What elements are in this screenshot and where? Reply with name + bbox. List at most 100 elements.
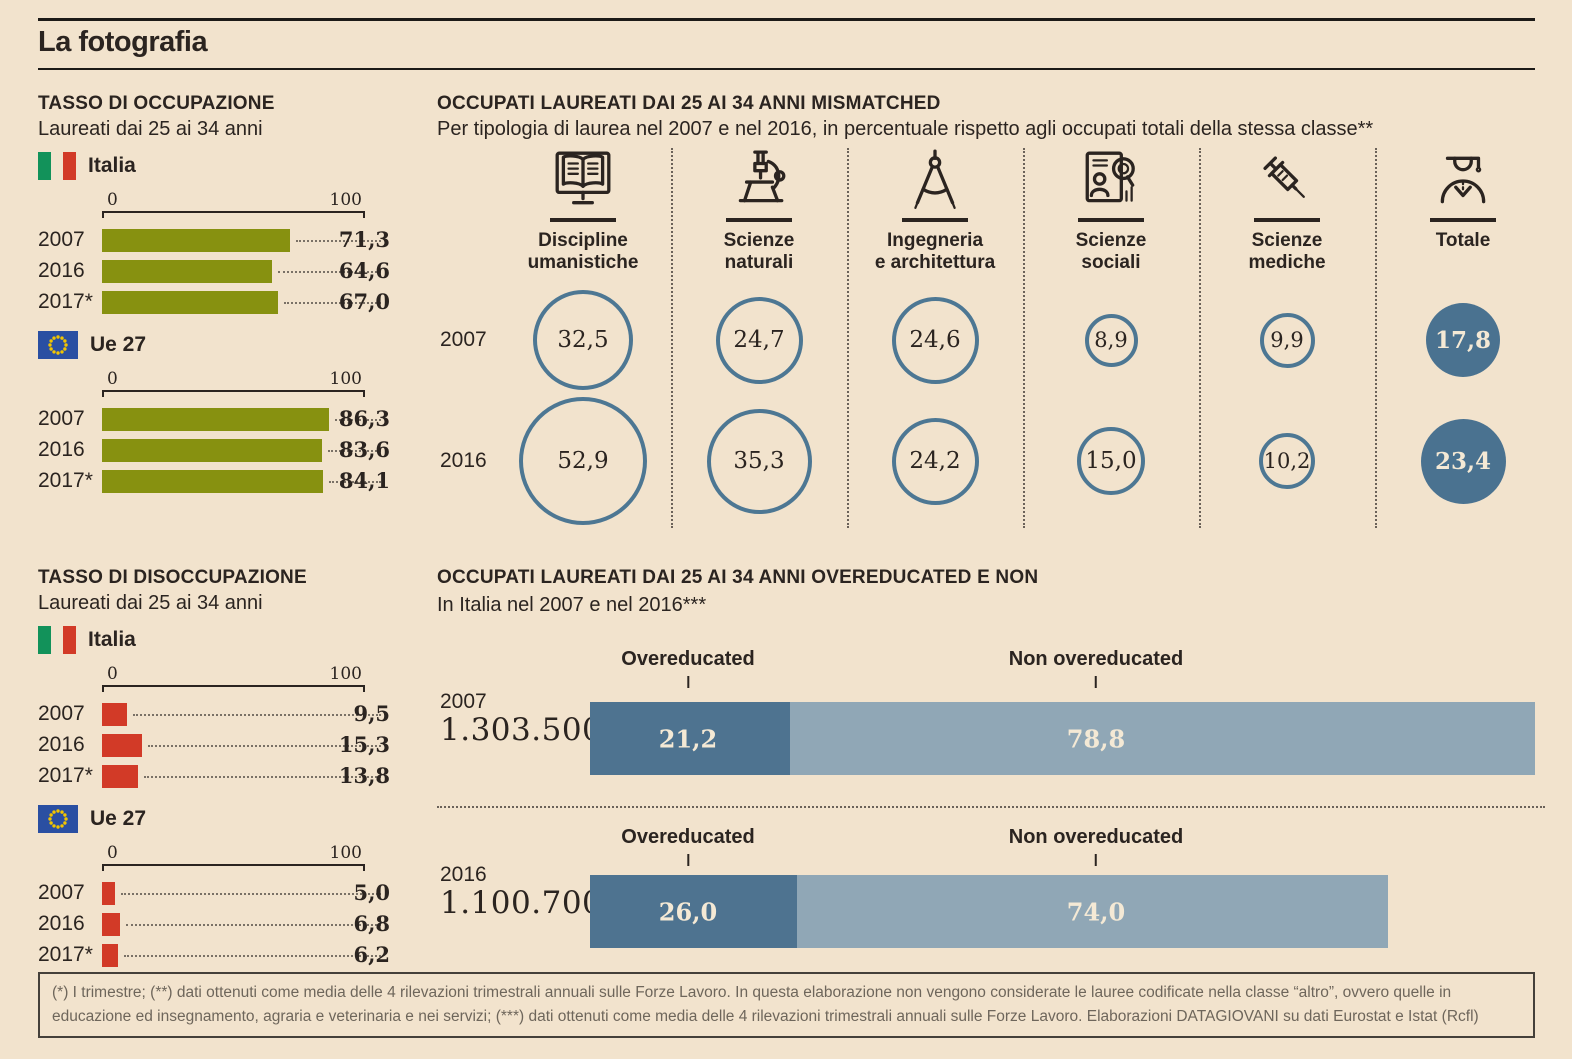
legend-label: Italia <box>88 154 136 177</box>
bar-row: 2017* 13,8 <box>38 761 390 792</box>
value-label: 64,6 <box>338 258 390 283</box>
axis-min-label: 0 <box>107 664 118 684</box>
bar-track <box>102 229 381 252</box>
pointer-tick <box>1094 676 1097 688</box>
segment-overeducated <box>590 875 798 948</box>
x-axis: 0 100 <box>102 185 365 218</box>
bubble-value: 24,7 <box>715 296 803 384</box>
open-book-monitor-icon <box>555 151 611 205</box>
bar-row: 2007 86,3 <box>38 404 390 435</box>
microscope-icon <box>738 150 786 203</box>
bar <box>102 882 116 905</box>
eu-flag-icon <box>38 331 78 359</box>
x-axis: 0 100 <box>102 838 365 871</box>
column-ingegneria-architettura: Ingegneria e architettura <box>847 148 1023 274</box>
icon-underline <box>550 218 616 222</box>
bubble-value: 8,9 <box>1084 313 1138 367</box>
bar-row: 2016 83,6 <box>38 435 390 466</box>
series-label-non-overeducated: Non overeducated <box>1009 826 1183 866</box>
group-year: 2007 <box>440 690 487 713</box>
segment-value: 78,8 <box>1066 724 1126 753</box>
bar <box>102 470 324 493</box>
bubble-value-total: 23,4 <box>1420 418 1506 504</box>
bar-group-ue27: 2007 86,3 2016 83,6 2017* 84,1 <box>38 404 430 497</box>
column-discipline-umanistiche: Discipline umanistiche <box>495 148 671 274</box>
year-label: 2017* <box>38 290 93 313</box>
overeducated-subtitle: In Italia nel 2007 e nel 2016*** <box>437 594 707 616</box>
unemployment-rate-panel: TASSO DI DISOCCUPAZIONE Laureati dai 25 … <box>38 566 430 971</box>
value-label: 9,5 <box>353 701 390 726</box>
icon-underline <box>1254 218 1320 222</box>
bar <box>102 229 290 252</box>
year-label: 2017* <box>38 764 93 787</box>
column-scienze-naturali: Scienze naturali <box>671 148 847 274</box>
value-label: 71,3 <box>338 227 390 252</box>
x-axis: 0 100 <box>102 659 365 692</box>
bar <box>102 408 329 431</box>
bar-track <box>102 734 381 757</box>
bar-row: 2016 64,6 <box>38 256 390 287</box>
panel-title: OCCUPATI LAUREATI DAI 25 AI 34 ANNI MISM… <box>437 93 941 114</box>
icon-underline <box>726 218 792 222</box>
bar-row: 2017* 67,0 <box>38 287 390 318</box>
panel-subtitle: Laureati dai 25 ai 34 anni <box>38 592 263 614</box>
drafting-compass-icon <box>914 149 956 210</box>
year-label: 2007 <box>38 407 85 430</box>
column-divider <box>1375 148 1377 528</box>
bar-track <box>102 882 381 905</box>
axis-min-label: 0 <box>107 843 118 863</box>
year-label: 2016 <box>38 438 85 461</box>
year-label: 2017* <box>38 469 93 492</box>
axis-max-label: 100 <box>329 664 362 684</box>
bar-track <box>102 913 381 936</box>
bar <box>102 703 127 726</box>
bar-row: 2017* 6,2 <box>38 940 390 971</box>
leader-line <box>121 893 381 895</box>
year-label: 2016 <box>38 733 85 756</box>
bar <box>102 913 120 936</box>
segment-non-overeducated <box>797 875 1388 948</box>
leader-line <box>334 419 381 421</box>
value-label: 84,1 <box>338 468 390 493</box>
panel-title: TASSO DI DISOCCUPAZIONE <box>38 567 307 588</box>
bar-track <box>102 439 381 462</box>
segment-non-overeducated <box>790 702 1535 775</box>
bubble-value: 52,9 <box>519 397 647 525</box>
axis-max-label: 100 <box>329 369 362 389</box>
stacked-bar-2016: 26,0 74,0 <box>590 875 1388 948</box>
pointer-tick <box>686 854 689 866</box>
value-label: 6,8 <box>353 911 390 936</box>
bar-track <box>102 470 381 493</box>
axis-max-label: 100 <box>329 190 362 210</box>
value-label: 67,0 <box>338 289 390 314</box>
year-label: 2016 <box>38 259 85 282</box>
top-rule <box>38 18 1535 21</box>
bar <box>102 439 322 462</box>
leader-line <box>148 745 381 747</box>
title-rule <box>38 68 1535 70</box>
bubble-value: 9,9 <box>1259 312 1315 368</box>
legend-label: Ue 27 <box>90 333 147 356</box>
group-total: 1.303.500 <box>440 712 603 748</box>
stacked-bar-2007: 21,2 78,8 <box>590 702 1535 775</box>
series-label-overeducated: Overeducated <box>621 826 755 866</box>
bar <box>102 260 272 283</box>
column-label: Discipline umanistiche <box>527 230 639 273</box>
icon-underline <box>1078 218 1144 222</box>
leader-line <box>295 240 381 242</box>
panel-subtitle: Laureati dai 25 ai 34 anni <box>38 118 263 140</box>
bar-row: 2007 5,0 <box>38 878 390 909</box>
discipline-columns: Discipline umanistiche Scienze naturali <box>495 148 1551 274</box>
segment-overeducated <box>590 702 791 775</box>
circle-row-2016: 52,9 35,3 24,2 15,0 10,2 23,4 <box>495 392 1551 530</box>
bubble-value: 10,2 <box>1259 433 1315 489</box>
bubble-value: 24,2 <box>891 417 979 505</box>
series-label-non-overeducated: Non overeducated <box>1009 648 1183 688</box>
icon-underline <box>1430 218 1496 222</box>
group-separator <box>437 806 1545 808</box>
pointer-tick <box>686 676 689 688</box>
bar-row: 2016 6,8 <box>38 909 390 940</box>
value-label: 13,8 <box>338 763 390 788</box>
bubble-value: 15,0 <box>1077 427 1145 495</box>
bar-row: 2017* 84,1 <box>38 466 390 497</box>
